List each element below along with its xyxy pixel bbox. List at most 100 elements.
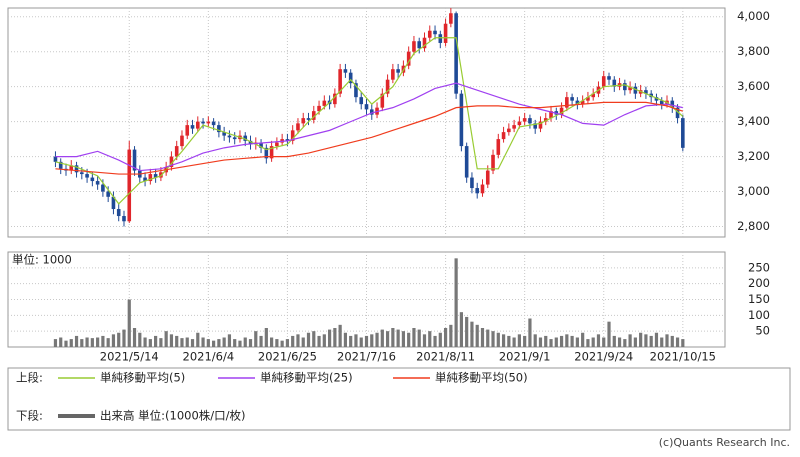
volume-bar bbox=[496, 332, 500, 347]
volume-bar bbox=[138, 332, 142, 347]
y-tick-label: 200 bbox=[748, 276, 770, 290]
volume-bar bbox=[581, 332, 585, 347]
x-tick-label: 2021/9/1 bbox=[499, 350, 551, 364]
candle-body bbox=[53, 156, 58, 162]
candle-body bbox=[628, 86, 632, 91]
volume-bar bbox=[480, 328, 485, 347]
volume-bar bbox=[243, 337, 247, 347]
candle-body bbox=[127, 149, 132, 222]
candle-body bbox=[443, 23, 448, 43]
candle-body bbox=[153, 174, 158, 178]
volume-bar bbox=[264, 328, 268, 347]
volume-bar bbox=[401, 331, 406, 347]
x-tick-label: 2021/9/24 bbox=[574, 350, 633, 364]
candle-body bbox=[406, 51, 411, 66]
volume-bar bbox=[117, 332, 121, 347]
candle-body bbox=[90, 177, 95, 182]
candle-body bbox=[275, 142, 279, 147]
candle-body bbox=[227, 135, 232, 138]
volume-bar bbox=[575, 337, 579, 347]
y-tick-label: 150 bbox=[748, 292, 770, 306]
volume-bar bbox=[296, 334, 300, 347]
volume-bar bbox=[132, 328, 137, 347]
candle-body bbox=[122, 216, 126, 222]
volume-bar bbox=[285, 339, 290, 347]
y-tick-label: 3,600 bbox=[737, 79, 770, 93]
volume-bar bbox=[111, 334, 116, 347]
candle-body bbox=[259, 142, 263, 148]
moving-average bbox=[55, 82, 683, 172]
volume-bar bbox=[64, 340, 68, 347]
candle-body bbox=[391, 69, 395, 80]
candle-body bbox=[412, 41, 416, 52]
y-tick-label: 3,200 bbox=[737, 149, 770, 163]
volume-bar bbox=[491, 331, 495, 347]
volume-bar bbox=[544, 335, 548, 347]
candle-body bbox=[296, 123, 300, 131]
volume-bar bbox=[90, 338, 94, 347]
volume-bar bbox=[407, 332, 411, 347]
y-tick-label: 3,400 bbox=[737, 114, 770, 128]
legend-label: 単純移動平均(50) bbox=[435, 371, 528, 385]
y-tick-label: 3,800 bbox=[737, 44, 770, 58]
volume-bar bbox=[554, 337, 558, 347]
volume-bar bbox=[649, 335, 653, 347]
candle-body bbox=[195, 121, 200, 129]
volume-bar bbox=[101, 335, 105, 347]
candle-body bbox=[359, 97, 364, 105]
candle-body bbox=[396, 69, 400, 73]
candle-body bbox=[85, 174, 89, 178]
volume-bar bbox=[417, 329, 421, 347]
volume-bar bbox=[475, 324, 479, 347]
volume-bar bbox=[359, 337, 363, 347]
volume-bar bbox=[327, 329, 332, 347]
volume-bar bbox=[317, 335, 321, 347]
volume-bar bbox=[80, 339, 84, 347]
candle-body bbox=[285, 139, 290, 141]
candle-body bbox=[549, 111, 553, 119]
volume-bar bbox=[53, 339, 58, 347]
candle-body bbox=[491, 154, 495, 171]
candle-body bbox=[659, 100, 664, 105]
volume-bar bbox=[538, 337, 543, 347]
candle-body bbox=[422, 37, 427, 49]
volume-bar bbox=[364, 335, 369, 347]
volume-bar bbox=[301, 337, 305, 347]
volume-bar bbox=[190, 339, 195, 347]
volume-bar bbox=[212, 340, 216, 347]
volume-bar bbox=[169, 334, 174, 347]
volume-bar bbox=[465, 316, 469, 347]
volume-bar bbox=[85, 337, 89, 347]
volume-bar bbox=[549, 339, 553, 347]
candle-body bbox=[528, 118, 532, 124]
volume-bar bbox=[443, 328, 448, 347]
candle-body bbox=[565, 97, 569, 108]
volume-bar bbox=[501, 334, 506, 347]
volume-bar bbox=[349, 335, 353, 347]
volume-bar bbox=[533, 334, 537, 347]
candle-body bbox=[449, 13, 453, 24]
candle-body bbox=[433, 30, 437, 35]
candle-body bbox=[586, 97, 590, 101]
volume-bar bbox=[96, 337, 100, 347]
volume-bar bbox=[254, 331, 258, 347]
volume-bar bbox=[633, 337, 637, 347]
candle-body bbox=[190, 125, 195, 129]
volume-bar bbox=[354, 334, 358, 347]
candle-body bbox=[143, 177, 147, 182]
candle-body bbox=[343, 69, 348, 73]
volume-bar bbox=[59, 337, 63, 347]
volume-bar bbox=[559, 335, 564, 347]
volume-bar bbox=[227, 334, 232, 347]
candle-body bbox=[591, 93, 595, 98]
volume-bar bbox=[454, 258, 458, 347]
legend-label: 単純移動平均(5) bbox=[100, 371, 185, 385]
candle-body bbox=[132, 149, 137, 171]
candle-body bbox=[612, 79, 617, 87]
volume-bar bbox=[343, 332, 348, 347]
candle-body bbox=[570, 97, 574, 101]
volume-bar bbox=[644, 334, 648, 347]
candle-body bbox=[575, 100, 580, 105]
volume-bar bbox=[470, 321, 474, 347]
candle-body bbox=[354, 83, 358, 98]
